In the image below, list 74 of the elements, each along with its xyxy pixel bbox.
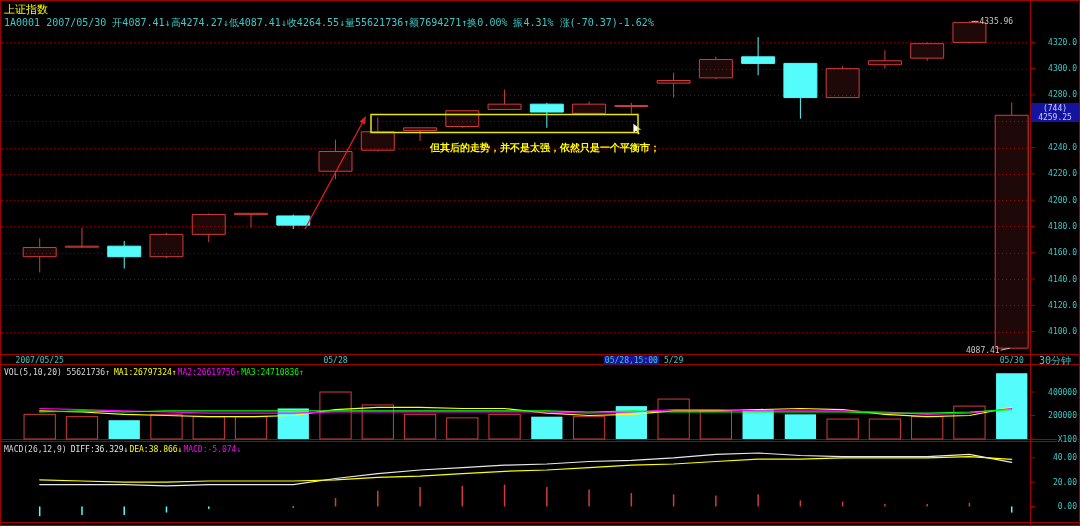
legend: DIFF:36.329↓DEA:38.866↓ xyxy=(70,444,183,454)
candlestick xyxy=(572,101,607,114)
x-tick-label: 05/28,15:00 xyxy=(604,355,659,365)
candlestick xyxy=(783,62,818,120)
annotation: 4087.41 xyxy=(965,345,1000,355)
y-tick-label: 4220.0 xyxy=(1048,169,1078,179)
y-tick-label: 0.00 xyxy=(1057,501,1078,511)
candlestick xyxy=(487,89,522,110)
legend: MA1:26797324↑MA2:26619756↑MA3:24710836↑ xyxy=(113,367,304,377)
candlestick xyxy=(234,212,268,229)
y-tick-label: 400000 xyxy=(1048,387,1078,397)
bar xyxy=(531,416,563,439)
text: 4259.25 xyxy=(1038,112,1073,122)
text: 1A0001 2007/05/30 开4087.41↓高4274.27↓低4087.41↓收4264.55↓量55621736↑额7694271↑换0.00% 振4.31% 涨(-70.37)-1.62% xyxy=(4,16,654,28)
candlestick xyxy=(191,212,226,243)
chart-title: MACD(26,12,9) xyxy=(4,444,67,454)
bar xyxy=(65,416,99,440)
candlestick xyxy=(867,49,902,70)
candlestick xyxy=(64,227,99,248)
chart-title: 上证指数 xyxy=(4,2,48,16)
y-tick-label: 4200.0 xyxy=(1048,195,1078,205)
candlestick xyxy=(149,232,184,259)
bar xyxy=(657,398,690,440)
text: 30分钟 xyxy=(1038,354,1072,366)
y-tick-label: 4240.0 xyxy=(1048,143,1078,153)
candlestick xyxy=(614,102,649,114)
y-tick-label: 4160.0 xyxy=(1048,248,1078,258)
x-tick-label: 05/30 xyxy=(999,355,1024,365)
y-tick-label: 40.00 xyxy=(1052,453,1078,463)
candlestick xyxy=(910,41,945,62)
x-tick-label: 05/28 xyxy=(323,355,348,365)
bar xyxy=(996,373,1028,439)
candlestick xyxy=(360,116,395,152)
candlestick xyxy=(698,56,733,80)
bar xyxy=(784,414,817,439)
y-tick-label: 200000 xyxy=(1048,411,1078,421)
chart-title: VOL(5,10,20) 55621736↑ xyxy=(4,367,110,377)
bar xyxy=(319,391,352,440)
candlestick xyxy=(107,240,142,270)
candlestick xyxy=(741,36,776,76)
bar xyxy=(361,404,394,440)
y-tick-label: 4320.0 xyxy=(1048,37,1078,47)
candlestick xyxy=(403,127,438,142)
bar xyxy=(572,416,606,440)
annotation: MACD:-5.074↓ xyxy=(183,444,242,454)
annotation: 4335.96 xyxy=(979,16,1014,26)
candlestick xyxy=(825,65,860,99)
candlestick xyxy=(318,139,353,180)
bar xyxy=(403,413,437,440)
y-tick-label: X100 xyxy=(1057,434,1078,444)
x-tick-label: 2007/05/25 xyxy=(15,355,64,365)
annotation: 但其后的走势，并不是太强，依然只是一个平衡市； xyxy=(429,141,660,153)
bar xyxy=(446,417,479,440)
text: (744) xyxy=(1042,103,1068,113)
x-tick-label: 5/29 xyxy=(663,355,684,365)
y-tick-label: 4280.0 xyxy=(1048,90,1078,100)
y-tick-label: 4100.0 xyxy=(1048,327,1078,337)
candlestick xyxy=(22,237,57,273)
y-tick-label: 4120.0 xyxy=(1048,300,1078,310)
candlestick xyxy=(529,102,564,129)
candlestick xyxy=(656,72,691,99)
candlestick xyxy=(276,214,311,230)
bar xyxy=(23,413,56,440)
bar xyxy=(108,420,140,439)
bar xyxy=(826,418,859,440)
bar xyxy=(953,405,986,440)
bar xyxy=(488,413,521,440)
bar xyxy=(868,418,902,440)
y-tick-label: 4300.0 xyxy=(1048,64,1078,74)
y-tick-label: 20.00 xyxy=(1052,477,1078,487)
y-tick-label: 4140.0 xyxy=(1048,274,1078,284)
bar xyxy=(150,413,183,440)
candlestick xyxy=(445,110,480,129)
y-tick-label: 4180.0 xyxy=(1048,221,1078,231)
